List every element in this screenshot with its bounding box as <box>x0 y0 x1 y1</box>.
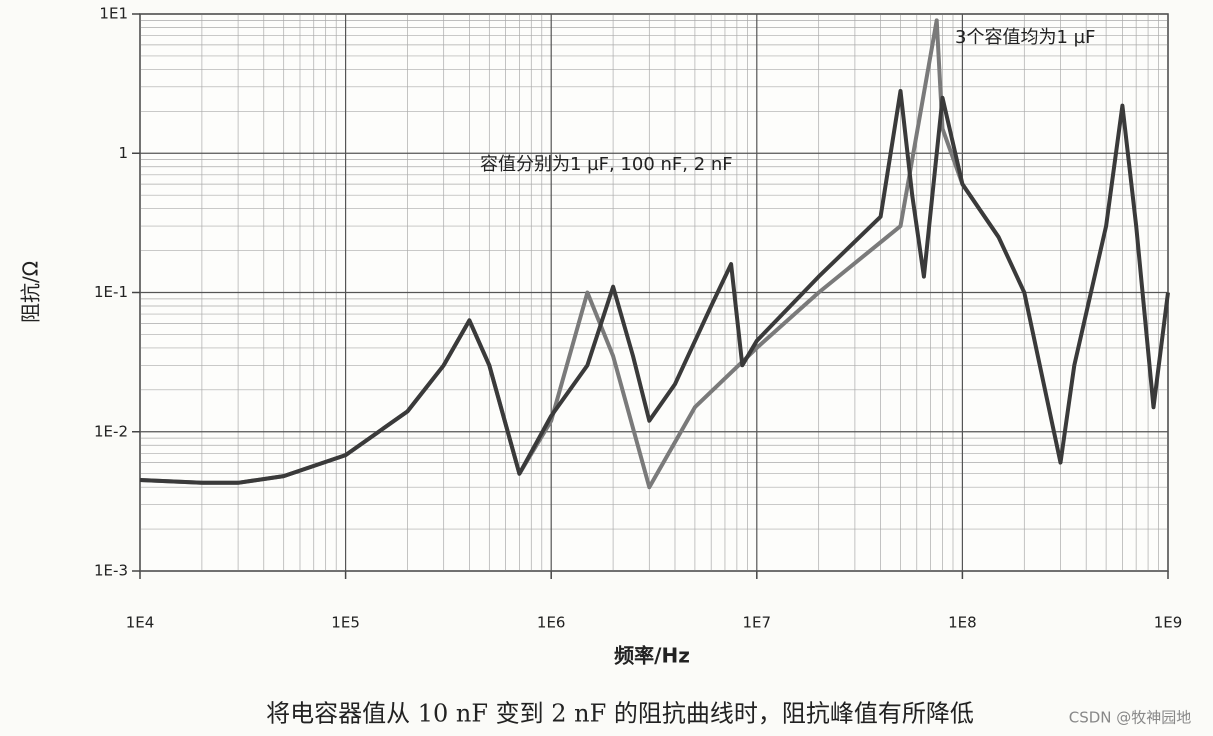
x-tick-label: 1E6 <box>537 614 566 632</box>
series-label: 容值分别为1 µF, 100 nF, 2 nF <box>480 154 733 175</box>
x-axis-label: 频率/Hz <box>614 644 690 668</box>
series-label: 3个容值均为1 µF <box>955 27 1095 48</box>
caption: 将电容器值从 10 nF 变到 2 nF 的阻抗曲线时，阻抗峰值有所降低 <box>266 700 974 728</box>
y-tick-label: 1E-3 <box>94 562 128 580</box>
y-tick-label: 1E-2 <box>94 422 128 440</box>
y-tick-label: 1E1 <box>99 5 128 23</box>
x-tick-label: 1E4 <box>126 614 155 632</box>
series-line <box>139 89 1170 485</box>
x-tick-label: 1E7 <box>743 614 772 632</box>
y-tick-label: 1 <box>118 144 128 162</box>
watermark: CSDN @牧神园地 <box>1069 709 1192 727</box>
x-tick-label: 1E9 <box>1154 614 1183 632</box>
x-tick-label: 1E8 <box>948 614 977 632</box>
y-axis-label: 阻抗/Ω <box>19 261 43 323</box>
y-tick-label: 1E-1 <box>94 283 128 301</box>
x-tick-label: 1E5 <box>331 614 360 632</box>
